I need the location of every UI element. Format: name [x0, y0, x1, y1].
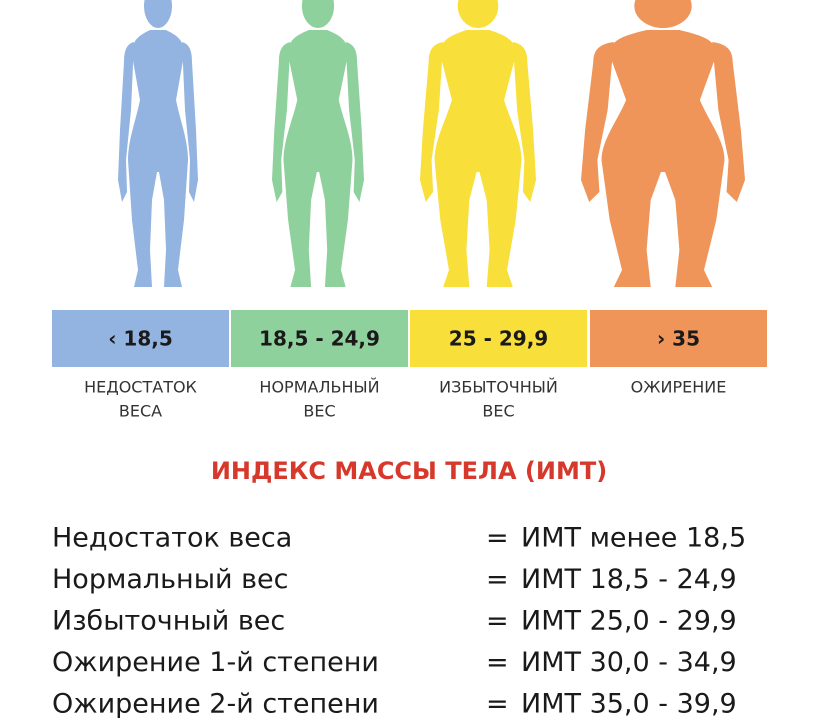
range-box	[410, 310, 587, 367]
category-label: ВЕС	[303, 402, 335, 421]
table-cell: Ожирение 2-й степени	[52, 689, 379, 720]
table-cell: ИМТ 25,0 - 29,9	[521, 606, 737, 637]
table-cell: ИМТ 30,0 - 34,9	[521, 647, 737, 678]
category-label: НЕДОСТАТОК	[84, 378, 197, 397]
category-label: НОРМАЛЬНЫЙ	[259, 378, 379, 397]
table-cell: Недостаток веса	[52, 523, 292, 554]
table-cell: ИМТ менее 18,5	[521, 523, 746, 554]
table-cell: =	[486, 647, 509, 678]
range-box	[231, 310, 408, 367]
category-label: ОЖИРЕНИЕ	[631, 378, 727, 397]
silhouette	[581, 0, 745, 287]
table-cell: ИМТ 35,0 - 39,9	[521, 689, 737, 720]
range-box	[590, 310, 767, 367]
range-label: 18,5 - 24,9	[259, 327, 380, 351]
table-cell: =	[486, 606, 509, 637]
title: ИНДЕКС МАССЫ ТЕЛА (ИМТ)	[211, 457, 607, 485]
category-label: ИЗБЫТОЧНЫЙ	[439, 378, 558, 397]
table-cell: =	[486, 523, 509, 554]
table-cell: ИМТ 18,5 - 24,9	[521, 564, 737, 595]
table: Недостаток веса = ИМТ менее 18,5 Нормальный…	[52, 523, 746, 720]
category-label: ВЕС	[482, 402, 514, 421]
table-cell: Избыточный вес	[52, 606, 285, 637]
table-cell: =	[486, 564, 509, 595]
silhouette	[118, 0, 198, 287]
range-label: › 35	[657, 327, 700, 351]
range-label: 25 - 29,9	[449, 327, 548, 351]
categories: ‹ 18,5 НЕДОСТАТОК ВЕСА 18,5 - 24,9 НОРМАЛЬНЫ…	[52, 310, 767, 421]
silhouette	[272, 0, 364, 287]
range-box	[52, 310, 229, 367]
category-label: ВЕСА	[119, 402, 162, 421]
table-cell: Нормальный вес	[52, 564, 289, 595]
table-cell: Ожирение 1-й степени	[52, 647, 379, 678]
range-label: ‹ 18,5	[108, 327, 173, 351]
silhouette	[420, 0, 536, 287]
table-cell: =	[486, 689, 509, 720]
